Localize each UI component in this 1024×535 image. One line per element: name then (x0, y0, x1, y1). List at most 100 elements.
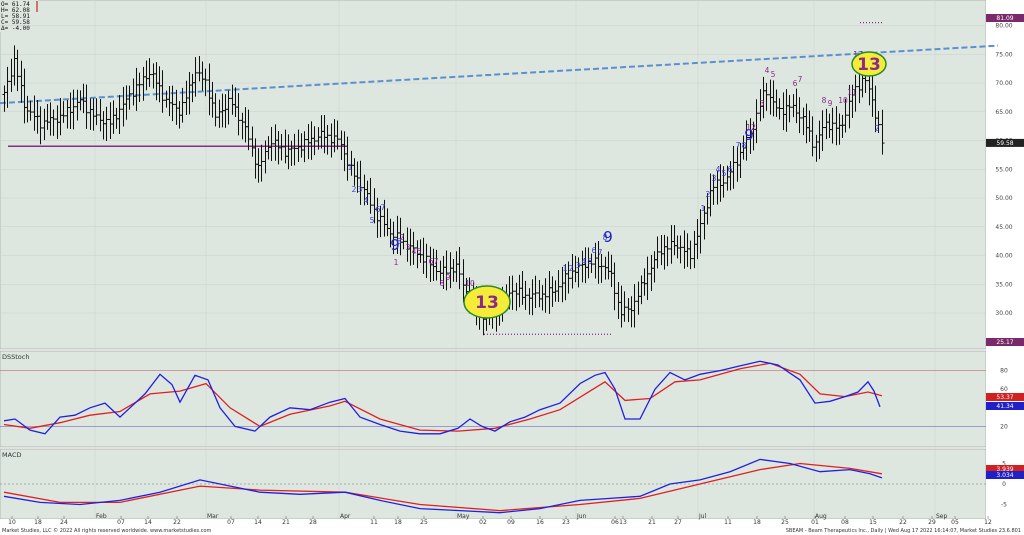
count-marker: 1 (563, 264, 568, 273)
month-tick: Jul (698, 513, 707, 520)
count-marker: 1 (348, 163, 353, 172)
day-tick: 29 (928, 519, 936, 526)
day-tick: 18 (34, 519, 42, 526)
info-open: O= 61.74 (1, 1, 30, 8)
day-tick: 25 (781, 519, 789, 526)
count-marker: 5 (417, 247, 422, 256)
price-tick: 55.00 (995, 166, 1012, 173)
badge-price-bottom: 25.17 (996, 339, 1013, 346)
price-tick: 70.00 (995, 80, 1012, 87)
month-tick: Feb (96, 513, 107, 520)
price-tick: 80.00 (995, 23, 1012, 30)
macd-tick: 5 (1002, 461, 1006, 468)
right-axis-bg (986, 0, 1024, 519)
day-tick: 06 (611, 519, 619, 526)
badge-macd-1: 3.939 (996, 466, 1013, 473)
stoch-tick: 20 (1000, 423, 1008, 430)
x-axis-bg (0, 519, 1024, 525)
info-high: H= 62.08 (1, 7, 30, 14)
count-marker: 5 (722, 169, 727, 178)
stoch-slow-line (3, 362, 883, 432)
macd-tick: -5 (1001, 502, 1007, 509)
day-tick: 27 (674, 519, 682, 526)
month-tick: Mar (207, 513, 219, 520)
footer-left: Market Studies, LLC © 2022 All rights re… (2, 527, 212, 534)
count-marker: 8 (397, 237, 402, 246)
badge-price-bottom-bg (986, 338, 1024, 346)
month-tick: Jun (576, 513, 587, 520)
month-tick: Aug (815, 513, 827, 520)
count-marker: 6 (592, 246, 597, 255)
day-tick: 12 (984, 519, 992, 526)
count-marker: 7 (381, 203, 386, 212)
price-bars (2, 45, 885, 336)
day-tick: 05 (951, 519, 959, 526)
stochastic-lines (0, 360, 986, 435)
badge-price-top-bg (986, 14, 1024, 22)
price-tick: 75.00 (995, 51, 1012, 58)
count-marker: 11 (847, 88, 857, 97)
month-tick: Apr (340, 513, 351, 520)
footer-right: SBEAM - Beam Therapeutics Inc., Daily | … (786, 528, 1021, 534)
day-tick: 11 (724, 519, 732, 526)
stoch-label: DSStoch (2, 353, 29, 361)
day-tick: 07 (117, 519, 125, 526)
price-tick: 40.00 (995, 253, 1012, 260)
count-marker: 2 (875, 124, 880, 133)
count-marker: 10 (465, 279, 475, 288)
count-marker: 4 (412, 247, 417, 256)
count-marker: 2 (569, 264, 574, 273)
count-marker: 9 (744, 126, 754, 144)
day-tick: 14 (144, 519, 152, 526)
count-marker: 6 (429, 257, 434, 266)
count-marker: 9 (828, 99, 833, 108)
thirteen-highlight (463, 285, 511, 319)
badge-price-close: 59.58 (996, 140, 1013, 147)
stoch-fast-line (3, 360, 881, 435)
day-tick: 22 (173, 519, 181, 526)
month-tick: Sep (936, 513, 948, 520)
count-marker: 12 (746, 123, 756, 132)
count-marker: 8 (603, 233, 608, 242)
day-tick: 21 (282, 519, 290, 526)
info-box: O= 61.74 H= 62.08 L= 58.91 C= 59.58 Δ= -… (0, 0, 38, 32)
day-tick: 28 (309, 519, 317, 526)
badge-stoch-1: 53.37 (996, 394, 1013, 401)
count-marker: 1 (701, 204, 706, 213)
day-tick: 25 (420, 519, 428, 526)
stoch-tick: 80 (1000, 368, 1008, 375)
badge-price-top: 81.09 (996, 15, 1013, 22)
info-change: Δ= -4.00 (1, 25, 30, 32)
count-marker: 10 (838, 96, 848, 105)
badge-macd-2: 3.034 (996, 472, 1013, 479)
badge-price-close-bg (986, 138, 1024, 147)
count-marker: 3 (760, 99, 765, 108)
info-low: L= 58.91 (1, 13, 30, 20)
price-tick: 65.00 (995, 109, 1012, 116)
day-tick: 07 (227, 519, 235, 526)
count-marker: 6 (793, 79, 798, 88)
day-tick: 13 (619, 519, 627, 526)
day-tick: 18 (394, 519, 402, 526)
count-marker: 6 (376, 205, 381, 214)
day-tick: 21 (648, 519, 656, 526)
count-marker: 9 (390, 236, 400, 254)
day-tick: 14 (254, 519, 262, 526)
day-tick: 18 (753, 519, 761, 526)
thirteen-marker: 13 (475, 293, 499, 313)
stoch-tick: 60 (1000, 386, 1008, 393)
count-marker: 5 (771, 70, 776, 79)
day-tick: 16 (536, 519, 544, 526)
count-marker: 6 (728, 165, 733, 174)
count-marker: 5 (370, 216, 375, 225)
macd-label: MACD (2, 451, 21, 459)
count-marker: 4 (582, 257, 587, 266)
count-marker: 9 (446, 273, 451, 282)
day-tick: 09 (507, 519, 515, 526)
macd-lines (0, 458, 986, 514)
count-marker: 3 (406, 243, 411, 252)
price-tick: 35.00 (995, 281, 1012, 288)
badge-stoch-1-bg (986, 393, 1024, 401)
day-tick: 23 (562, 519, 570, 526)
